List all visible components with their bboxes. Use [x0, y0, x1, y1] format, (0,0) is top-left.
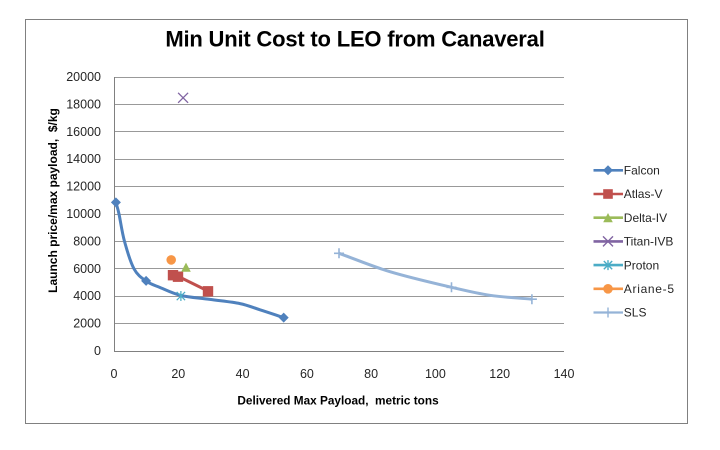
svg-text:20000: 20000 [66, 70, 101, 84]
svg-text:12000: 12000 [66, 180, 101, 194]
svg-text:14000: 14000 [66, 152, 101, 166]
svg-text:18000: 18000 [66, 97, 101, 111]
svg-text:120: 120 [489, 367, 510, 381]
svg-text:100: 100 [425, 367, 446, 381]
svg-text:Min Unit Cost to LEO from Cana: Min Unit Cost to LEO from Canaveral [165, 27, 544, 52]
svg-text:40: 40 [236, 367, 250, 381]
svg-text:16000: 16000 [66, 125, 101, 139]
svg-text:0: 0 [111, 367, 118, 381]
svg-text:Delta-IV: Delta-IV [624, 211, 667, 225]
svg-text:Delivered Max Payload, metric: Delivered Max Payload, metric tons [237, 394, 439, 408]
svg-text:2000: 2000 [73, 317, 101, 331]
svg-text:Ariane-5: Ariane-5 [624, 282, 675, 296]
svg-text:6000: 6000 [73, 262, 101, 276]
svg-text:60: 60 [300, 367, 314, 381]
svg-text:Titan-IVB: Titan-IVB [624, 235, 674, 249]
svg-text:80: 80 [364, 367, 378, 381]
svg-text:SLS: SLS [624, 306, 647, 320]
svg-text:4000: 4000 [73, 289, 101, 303]
svg-text:Falcon: Falcon [624, 164, 660, 178]
svg-text:8000: 8000 [73, 234, 101, 248]
svg-text:Proton: Proton [624, 258, 659, 272]
svg-text:Atlas-V: Atlas-V [624, 187, 663, 201]
svg-text:140: 140 [554, 367, 575, 381]
svg-text:20: 20 [171, 367, 185, 381]
svg-text:Launch price/max payload, $/k: Launch price/max payload, $/kg [46, 108, 60, 293]
svg-text:10000: 10000 [66, 207, 101, 221]
svg-text:0: 0 [94, 344, 101, 358]
